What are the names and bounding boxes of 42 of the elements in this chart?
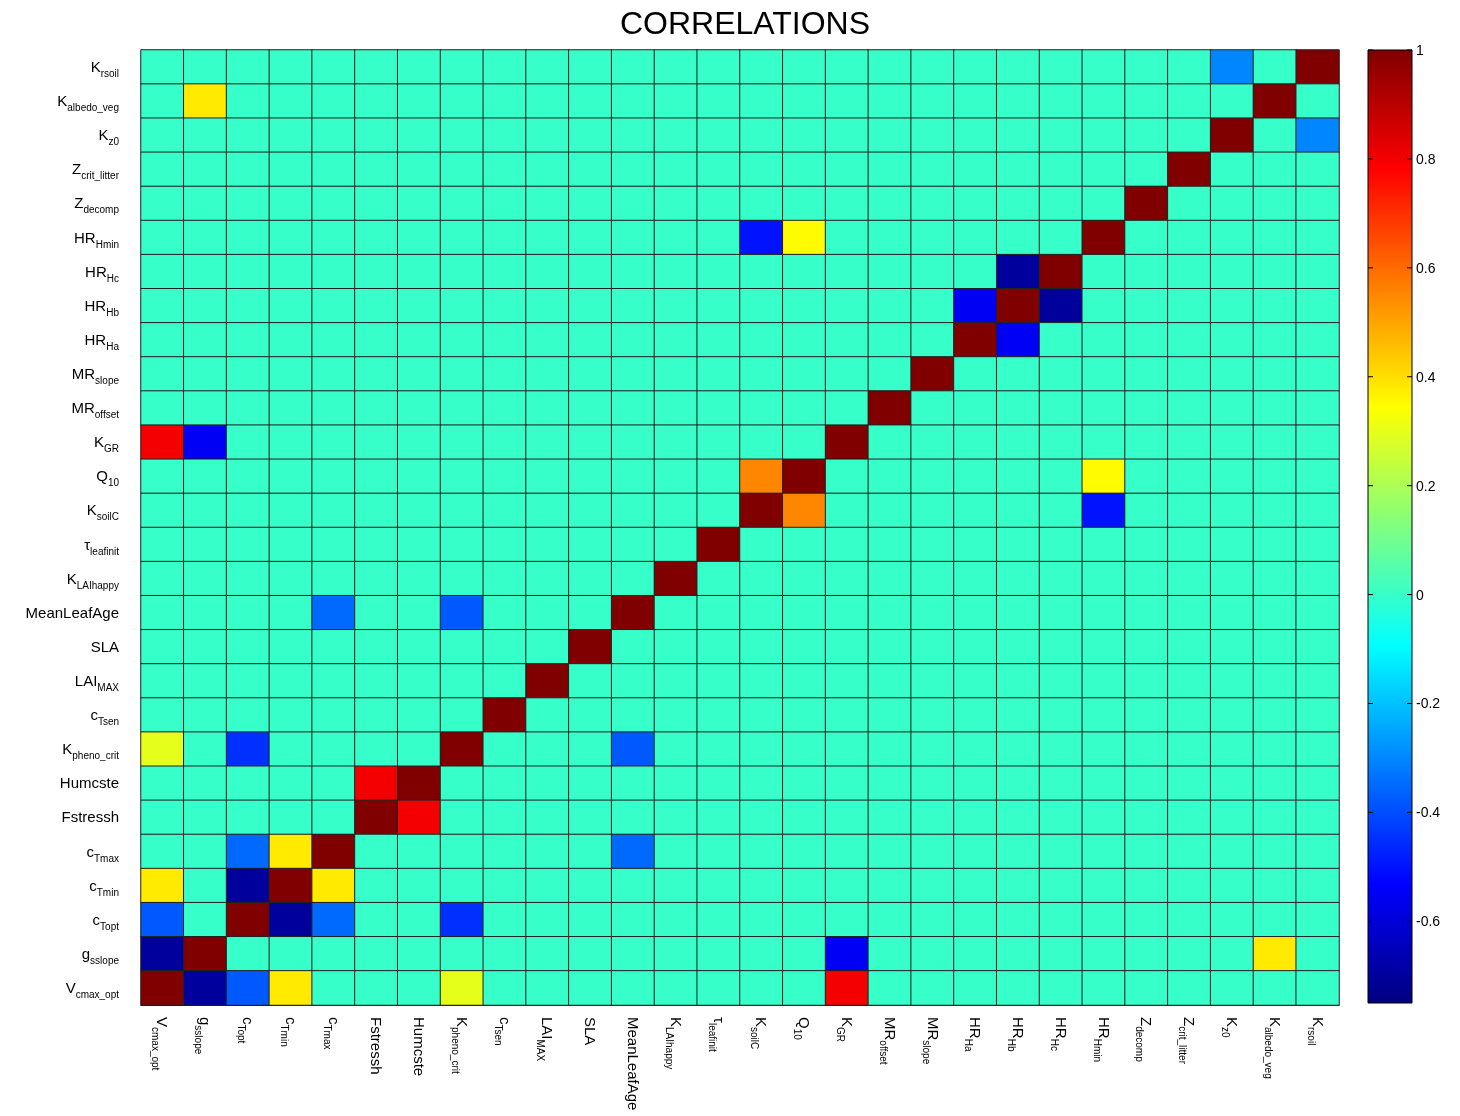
y-tick-label: LAI$_{MAX}$	[74, 671, 120, 693]
y-tick-label: Fstressh	[61, 808, 119, 826]
x-tick-label: SLA	[582, 1017, 600, 1046]
y-tick-label: HR$_{Hc}$	[85, 262, 119, 284]
y-tick-label: V$_{cmax_opt}$	[65, 978, 120, 1000]
y-tick-label: MeanLeafAge	[25, 603, 119, 621]
color-bar-label: 0.4	[1416, 368, 1436, 385]
y-tick-label: Z$_{decomp}$	[74, 194, 120, 216]
y-tick-label: τ$_{leafinit}$	[84, 535, 120, 557]
color-bar-label: 0.2	[1416, 477, 1436, 494]
color-bar-label: 1	[1416, 42, 1424, 58]
x-tick-label: Humcste	[411, 1017, 429, 1077]
y-tick-label: Q$_{10}$	[96, 467, 120, 489]
y-tick-label: g$_{sslope}$	[81, 944, 120, 966]
y-tick-label: c$_{Tmin}$	[89, 876, 119, 898]
y-tick-label: K$_{soilC}$	[86, 501, 119, 523]
color-bar-label: -0.6	[1416, 913, 1441, 930]
y-tick-label: K$_{pheno_crit}$	[62, 740, 120, 762]
y-tick-label: HR$_{Hb}$	[84, 296, 120, 318]
y-tick-label: MR$_{slope}$	[71, 365, 120, 387]
x-tick-label: MeanLeafAge	[625, 1017, 643, 1111]
color-bar-label: 0	[1416, 586, 1424, 603]
color-bar-label: -0.2	[1416, 695, 1441, 712]
y-tick-label: K$_{GR}$	[93, 433, 119, 455]
y-tick-label: HR$_{Hmin}$	[73, 228, 119, 250]
x-tick-label: Fstressh	[368, 1017, 386, 1075]
y-tick-label: c$_{Topt}$	[92, 910, 120, 932]
color-bar-label: -0.4	[1416, 804, 1441, 821]
y-tick-label: c$_{Tsen}$	[90, 706, 119, 728]
y-tick-label: K$_{z0}$	[98, 126, 120, 148]
color-bar-label: 0.6	[1416, 259, 1436, 276]
y-tick-label: K$_{rsoil}$	[90, 58, 119, 80]
y-tick-label: HR$_{Ha}$	[84, 330, 120, 352]
y-tick-label: MR$_{offset}$	[71, 399, 120, 421]
y-tick-label: K$_{LAIhappy}$	[66, 569, 119, 591]
y-tick-label: K$_{albedo_veg}$	[57, 92, 119, 114]
y-tick-label: Humcste	[59, 774, 119, 792]
y-tick-label: SLA	[90, 637, 119, 655]
y-tick-label: c$_{Tmax}$	[86, 842, 119, 864]
chart-title: CORRELATIONS	[619, 5, 871, 41]
color-bar-label: 0.8	[1416, 150, 1436, 167]
y-tick-label: Z$_{crit_litter}$	[72, 160, 120, 182]
